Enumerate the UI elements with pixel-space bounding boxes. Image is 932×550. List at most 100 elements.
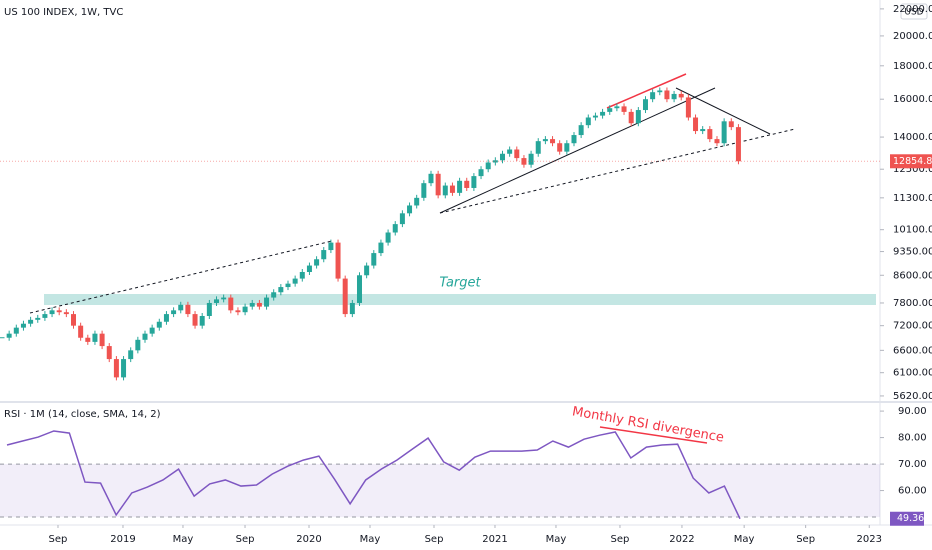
candle	[392, 224, 398, 233]
x-tick-label: Sep	[49, 534, 68, 545]
candle	[235, 310, 241, 313]
x-tick-label: May	[173, 534, 194, 545]
x-tick-label: 2020	[296, 534, 321, 545]
candle	[335, 242, 341, 279]
candle	[228, 297, 234, 311]
candle	[628, 111, 634, 124]
trend-line	[439, 87, 716, 214]
candle	[499, 153, 505, 161]
candle	[342, 278, 348, 315]
candle	[156, 321, 162, 328]
y-tick-label: 22000.00	[893, 4, 932, 15]
rsi-last-label: 49.36	[897, 513, 924, 524]
candle	[213, 299, 219, 303]
candle	[135, 339, 141, 351]
x-tick-label: 2021	[482, 534, 507, 545]
candle	[256, 302, 262, 307]
candle	[521, 158, 527, 165]
y-tick-label: 12500.00	[893, 164, 932, 175]
target-label: Target	[439, 276, 481, 291]
candle	[306, 265, 312, 272]
last-price-label: 12854.80	[893, 156, 932, 167]
candle	[292, 278, 298, 284]
y-tick-label: 6600.00	[893, 345, 932, 356]
divergence-line	[599, 426, 708, 444]
candle	[192, 314, 198, 326]
candle	[149, 327, 155, 334]
candle	[714, 139, 720, 144]
candle	[614, 106, 620, 109]
candle	[564, 143, 570, 152]
candle	[707, 129, 713, 140]
candle	[163, 314, 169, 322]
candle	[35, 317, 41, 320]
candle	[121, 359, 127, 378]
x-tick-label: Sep	[236, 534, 255, 545]
candle	[13, 327, 19, 334]
y-tick-label: 10100.00	[893, 225, 932, 236]
candle	[49, 310, 55, 315]
candle	[71, 314, 77, 326]
trend-line	[29, 240, 333, 314]
candle	[78, 325, 84, 338]
x-tick-label: Sep	[611, 534, 630, 545]
candle	[399, 213, 405, 225]
candle	[693, 117, 699, 132]
candle	[578, 125, 584, 136]
candle	[271, 292, 277, 298]
candle	[449, 185, 455, 193]
candle	[199, 315, 205, 326]
currency-label[interactable]: USD	[904, 8, 923, 18]
candle	[728, 121, 734, 128]
x-tick-label: May	[734, 534, 755, 545]
candle	[142, 333, 148, 340]
y-tick-label: 90.00	[898, 406, 927, 417]
candle	[56, 310, 62, 313]
rsi-band	[0, 464, 880, 518]
candle	[328, 242, 334, 251]
candle	[721, 121, 727, 144]
candle	[700, 129, 706, 132]
target-zone	[44, 294, 876, 305]
candle	[464, 180, 470, 188]
candle	[356, 275, 362, 303]
candle	[421, 183, 427, 198]
candle	[678, 93, 684, 98]
candle	[685, 97, 691, 118]
y-tick-label: 14000.00	[893, 132, 932, 143]
x-tick-label: May	[360, 534, 381, 545]
candle	[642, 99, 648, 111]
candle	[635, 110, 641, 124]
candle	[600, 111, 606, 116]
x-tick-label: Sep	[796, 534, 815, 545]
trend-line	[675, 87, 771, 135]
candle	[535, 141, 541, 154]
candle	[428, 173, 434, 184]
candle	[92, 333, 98, 342]
y-tick-label: 60.00	[898, 486, 927, 497]
candle	[221, 297, 227, 300]
y-tick-label: 6100.00	[893, 368, 932, 379]
y-tick-label: 18000.00	[893, 61, 932, 72]
candle	[378, 242, 384, 254]
candle	[249, 302, 255, 307]
y-tick-label: 5620.00	[893, 391, 932, 402]
candle	[528, 153, 534, 165]
candle	[171, 310, 177, 315]
rsi-last-box	[890, 511, 924, 526]
y-tick-label: 16000.00	[893, 94, 932, 105]
x-tick-label: 2022	[669, 534, 694, 545]
candle	[371, 253, 377, 266]
candle	[20, 323, 26, 328]
y-tick-label: 11300.00	[893, 193, 932, 204]
candle	[471, 176, 477, 188]
candle	[414, 197, 420, 206]
candle	[278, 287, 284, 293]
candle	[42, 314, 48, 318]
candle	[621, 106, 627, 112]
currency-box[interactable]	[900, 3, 928, 20]
y-tick-label: 20000.00	[893, 31, 932, 42]
candle	[671, 93, 677, 100]
candle	[349, 302, 355, 315]
